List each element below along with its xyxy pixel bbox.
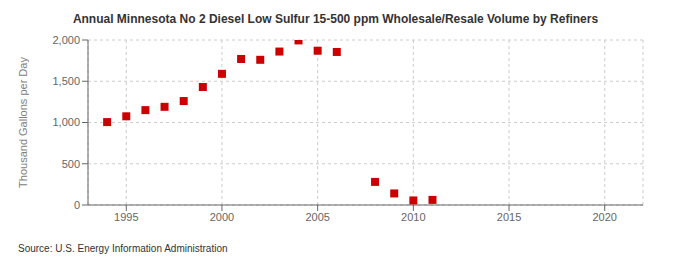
svg-text:0: 0 [74, 199, 80, 211]
svg-text:2015: 2015 [497, 211, 521, 223]
svg-text:2020: 2020 [592, 211, 616, 223]
html-text:Source: U.S. Energy Informatio: Source: U.S. Energy Information Administ… [18, 243, 228, 254]
svg-text:500: 500 [62, 158, 80, 170]
svg-text:2,000: 2,000 [52, 34, 80, 46]
svg-text:2010: 2010 [401, 211, 425, 223]
svg-text:1,000: 1,000 [52, 116, 80, 128]
svg-text:Thousand Gallons per Day: Thousand Gallons per Day [17, 57, 29, 188]
svg-text:1,500: 1,500 [52, 75, 80, 87]
html-text:Annual Minnesota No 2 Diesel L: Annual Minnesota No 2 Diesel Low Sulfur … [72, 12, 599, 26]
svg-text:1995: 1995 [114, 211, 138, 223]
svg-text:2005: 2005 [305, 211, 329, 223]
svg-text:2000: 2000 [210, 211, 234, 223]
